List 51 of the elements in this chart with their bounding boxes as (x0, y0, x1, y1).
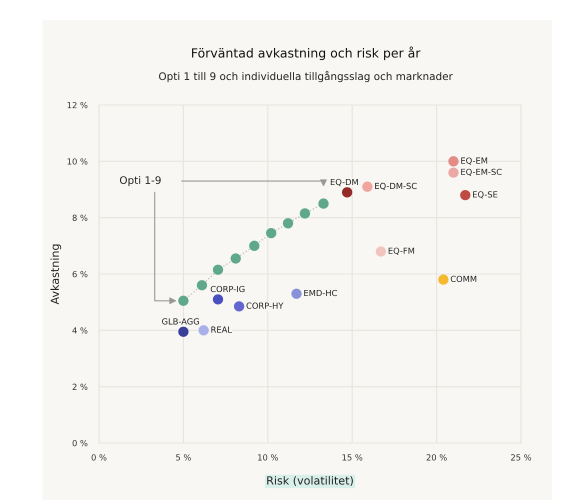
series-label: EQ-EM (461, 157, 488, 165)
x-tick-label: 20 % (426, 454, 447, 461)
point (362, 182, 373, 192)
series-label: GLB-AGG (162, 318, 199, 325)
series-label: EQ-FM (388, 248, 414, 255)
x-tick-label: 25 % (511, 454, 532, 461)
y-tick-label: 8 % (72, 214, 88, 221)
point (178, 296, 189, 306)
point (448, 156, 459, 166)
x-tick-label: 15 % (342, 454, 362, 461)
point (234, 301, 244, 312)
point (249, 240, 260, 251)
point (300, 208, 310, 219)
point (282, 218, 294, 228)
point (178, 326, 189, 337)
series-label: EQ-DM-SC (375, 182, 417, 190)
point (266, 228, 276, 238)
point (318, 198, 329, 209)
y-tick-label: 4 % (72, 327, 88, 334)
chart-title: Förväntad avkastning och risk per år (192, 46, 420, 60)
series-label: EQ-EM-SC (461, 168, 502, 176)
text: Opti 1-9 (120, 176, 161, 186)
point (212, 264, 224, 275)
series-label: COMM (450, 276, 476, 282)
y-axis-title: Avkastning (50, 244, 62, 304)
y-tick-label: 10 % (68, 158, 88, 165)
point (342, 187, 352, 198)
x-tick-label: 5 % (176, 454, 191, 461)
series-label: CORP-IG (210, 286, 245, 292)
series-label: REAL (211, 326, 232, 333)
x-axis-title: Risk (volatilitet) (267, 476, 353, 486)
y-tick-label: 12 % (68, 102, 88, 108)
series-label: EQ-DM (330, 178, 358, 186)
y-tick-label: 6 % (72, 270, 88, 278)
point (438, 274, 448, 285)
series-label: CORP-HY (246, 302, 284, 309)
point (230, 253, 241, 264)
x-tick-label: 10 % (258, 454, 278, 461)
point (448, 167, 459, 178)
series-label: EQ-SE (473, 191, 498, 199)
chart-subtitle: Opti 1 till 9 och individuella tillgångsslag och marknader (159, 70, 453, 82)
point (291, 288, 302, 299)
point (376, 246, 386, 257)
point (212, 294, 224, 304)
point (198, 325, 209, 336)
point (460, 190, 470, 200)
series-label: EMD-HC (304, 290, 337, 296)
x-tick-label: 0 % (92, 454, 106, 461)
y-tick-label: 0 % (72, 440, 88, 446)
y-tick-label: 2 % (72, 384, 88, 390)
point (196, 280, 208, 290)
